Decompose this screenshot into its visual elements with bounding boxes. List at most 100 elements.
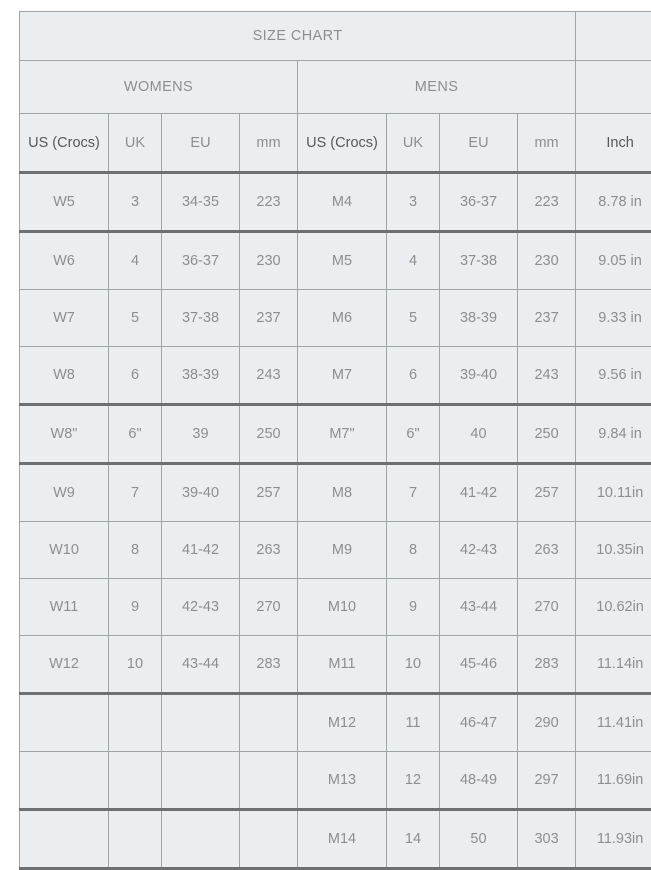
cell-mens-mm: 257 [518, 464, 576, 522]
cell-mens-mm: 223 [518, 173, 576, 232]
cell-mens-us: M10 [298, 579, 387, 636]
cell-mens-us: M13 [298, 752, 387, 810]
cell-womens-mm: 270 [240, 579, 298, 636]
cell-inch: 11.14in [576, 636, 651, 694]
cell-mens-uk: 11 [387, 694, 440, 752]
cell-mens-eu: 37-38 [440, 232, 518, 290]
cell-mens-mm: 283 [518, 636, 576, 694]
cell-womens-mm [240, 810, 298, 869]
cell-womens-mm: 243 [240, 347, 298, 405]
cell-mens-uk: 9 [387, 579, 440, 636]
cell-womens-uk: 9 [109, 579, 162, 636]
cell-mens-uk: 14 [387, 810, 440, 869]
cell-womens-eu: 39-40 [162, 464, 240, 522]
cell-womens-us [20, 810, 109, 869]
cell-womens-uk [109, 810, 162, 869]
cell-womens-eu: 43-44 [162, 636, 240, 694]
cell-mens-uk: 3 [387, 173, 440, 232]
cell-mens-us: M14 [298, 810, 387, 869]
cell-mens-us: M12 [298, 694, 387, 752]
cell-inch: 11.69in [576, 752, 651, 810]
cell-womens-uk: 6" [109, 405, 162, 464]
cell-womens-mm: 237 [240, 290, 298, 347]
cell-mens-mm: 243 [518, 347, 576, 405]
cell-mens-uk: 12 [387, 752, 440, 810]
cell-mens-eu: 45-46 [440, 636, 518, 694]
cell-mens-uk: 10 [387, 636, 440, 694]
cell-womens-eu: 39 [162, 405, 240, 464]
cell-inch: 10.35in [576, 522, 651, 579]
cell-mens-us: M6 [298, 290, 387, 347]
cell-mens-eu: 39-40 [440, 347, 518, 405]
column-header-womens-eu: EU [162, 114, 240, 173]
cell-womens-mm [240, 694, 298, 752]
cell-womens-us [20, 752, 109, 810]
cell-mens-us: M7" [298, 405, 387, 464]
cell-mens-uk: 4 [387, 232, 440, 290]
cell-mens-eu: 46-47 [440, 694, 518, 752]
cell-mens-uk: 6" [387, 405, 440, 464]
cell-mens-mm: 303 [518, 810, 576, 869]
cell-inch: 8.78 in [576, 173, 651, 232]
cell-womens-uk [109, 694, 162, 752]
cell-womens-us: W10 [20, 522, 109, 579]
column-header-mens-eu: EU [440, 114, 518, 173]
cell-womens-uk: 8 [109, 522, 162, 579]
cell-womens-us: W8 [20, 347, 109, 405]
cell-womens-us: W12 [20, 636, 109, 694]
cell-mens-eu: 50 [440, 810, 518, 869]
group-header-womens: WOMENS [20, 61, 298, 114]
cell-womens-uk: 7 [109, 464, 162, 522]
cell-mens-eu: 38-39 [440, 290, 518, 347]
cell-womens-uk: 4 [109, 232, 162, 290]
size-chart-table: SIZE CHART WOMENS MENS US (Crocs) UK EU … [19, 11, 651, 870]
cell-mens-eu: 41-42 [440, 464, 518, 522]
cell-womens-uk: 10 [109, 636, 162, 694]
cell-mens-mm: 290 [518, 694, 576, 752]
cell-mens-mm: 237 [518, 290, 576, 347]
column-header-womens-uk: UK [109, 114, 162, 173]
cell-mens-mm: 297 [518, 752, 576, 810]
cell-inch: 10.62in [576, 579, 651, 636]
cell-womens-eu: 36-37 [162, 232, 240, 290]
cell-womens-mm: 263 [240, 522, 298, 579]
cell-womens-eu [162, 810, 240, 869]
cell-inch: 9.05 in [576, 232, 651, 290]
column-header-row: US (Crocs) UK EU mm US (Crocs) UK EU mm … [20, 114, 651, 173]
column-header-mens-us: US (Crocs) [298, 114, 387, 173]
cell-womens-uk: 3 [109, 173, 162, 232]
column-header-mens-uk: UK [387, 114, 440, 173]
cell-mens-us: M4 [298, 173, 387, 232]
cell-mens-us: M7 [298, 347, 387, 405]
cell-womens-us: W8" [20, 405, 109, 464]
column-header-womens-us: US (Crocs) [20, 114, 109, 173]
cell-mens-us: M5 [298, 232, 387, 290]
cell-mens-eu: 42-43 [440, 522, 518, 579]
cell-mens-uk: 5 [387, 290, 440, 347]
cell-mens-mm: 270 [518, 579, 576, 636]
cell-mens-us: M11 [298, 636, 387, 694]
cell-womens-us: W9 [20, 464, 109, 522]
cell-mens-uk: 6 [387, 347, 440, 405]
title-row: SIZE CHART [20, 12, 651, 61]
cell-womens-eu [162, 752, 240, 810]
cell-mens-eu: 36-37 [440, 173, 518, 232]
group-row-spacer [576, 61, 651, 114]
cell-womens-mm: 250 [240, 405, 298, 464]
cell-inch: 11.41in [576, 694, 651, 752]
cell-mens-mm: 250 [518, 405, 576, 464]
title-row-spacer [576, 12, 651, 61]
cell-inch: 9.56 in [576, 347, 651, 405]
cell-mens-mm: 230 [518, 232, 576, 290]
cell-womens-uk: 6 [109, 347, 162, 405]
cell-womens-us: W5 [20, 173, 109, 232]
